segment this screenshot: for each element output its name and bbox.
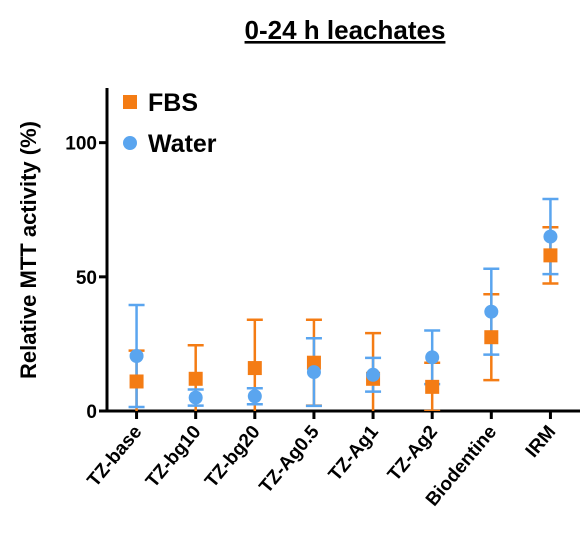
point [484,304,499,319]
x-tick-label: TZ-Ag0.5 [255,421,324,497]
y-tick-label: 0 [86,402,97,423]
point [129,348,144,363]
chart-title: 0-24 h leachates [245,15,446,45]
x-tick-label: TZ-Ag2 [384,422,442,486]
point [484,330,499,345]
x-tick-label: TZ-bg10 [142,422,206,492]
legend-label: FBS [148,89,198,117]
point [188,390,203,405]
point [306,365,321,380]
point [543,248,558,263]
legend-label: Water [148,130,217,158]
point [247,361,262,376]
point [366,367,381,382]
point [425,379,440,394]
x-tick-label: IRM [522,422,560,462]
legend-marker [123,136,137,150]
x-tick-label: TZ-Ag1 [325,421,383,485]
y-tick-label: 50 [76,268,97,289]
point [247,389,262,404]
x-tick-label: TZ-base [83,422,146,491]
point [425,350,440,365]
point [543,229,558,244]
legend-marker [123,95,137,109]
point [129,374,144,389]
point [188,371,203,386]
y-axis-label: Relative MTT activity (%) [16,121,41,379]
x-tick-label: TZ-bg20 [201,422,265,492]
y-tick-label: 100 [65,134,97,155]
